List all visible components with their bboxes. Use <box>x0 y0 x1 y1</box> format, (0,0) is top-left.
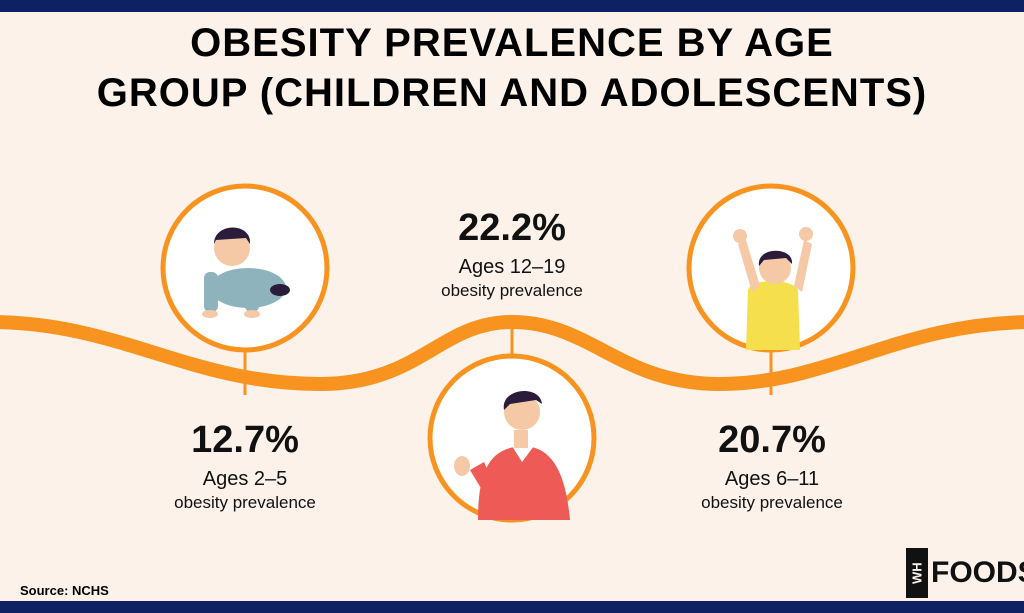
page-title: OBESITY PREVALENCE BY AGE GROUP (CHILDRE… <box>0 18 1024 118</box>
stat-value: 22.2% <box>458 207 566 249</box>
title-line-2: GROUP (CHILDREN AND ADOLESCENTS) <box>96 71 928 115</box>
stat-age-label: Ages 12–19 <box>458 256 566 278</box>
brand-logo: WH FOODS <box>906 548 1024 598</box>
logo-word: FOODS <box>931 556 1024 589</box>
stat-age-label: Ages 6–11 <box>724 468 820 490</box>
source-note: Source: NCHS <box>20 583 109 598</box>
bottom-border <box>0 601 1024 613</box>
title-line-1: OBESITY PREVALENCE BY AGE <box>190 21 834 65</box>
stat-age-label: Ages 2–5 <box>202 468 288 490</box>
stat-description: obesity prevalence <box>701 493 843 512</box>
stat-ages-2-5: 12.7% Ages 2–5 obesity prevalence <box>115 418 375 514</box>
crawling-baby-illustration <box>160 183 330 353</box>
stat-ages-6-11: 20.7% Ages 6–11 obesity prevalence <box>642 418 902 514</box>
top-border <box>0 0 1024 12</box>
stat-value: 12.7% <box>191 419 299 461</box>
teen-boy-illustration <box>427 353 597 523</box>
stat-ages-12-19: 22.2% Ages 12–19 obesity prevalence <box>382 206 642 302</box>
child-arms-up-illustration <box>686 183 856 353</box>
logo-mark: WH <box>906 548 928 598</box>
stat-description: obesity prevalence <box>174 493 316 512</box>
stat-description: obesity prevalence <box>441 281 583 300</box>
stat-value: 20.7% <box>718 419 826 461</box>
